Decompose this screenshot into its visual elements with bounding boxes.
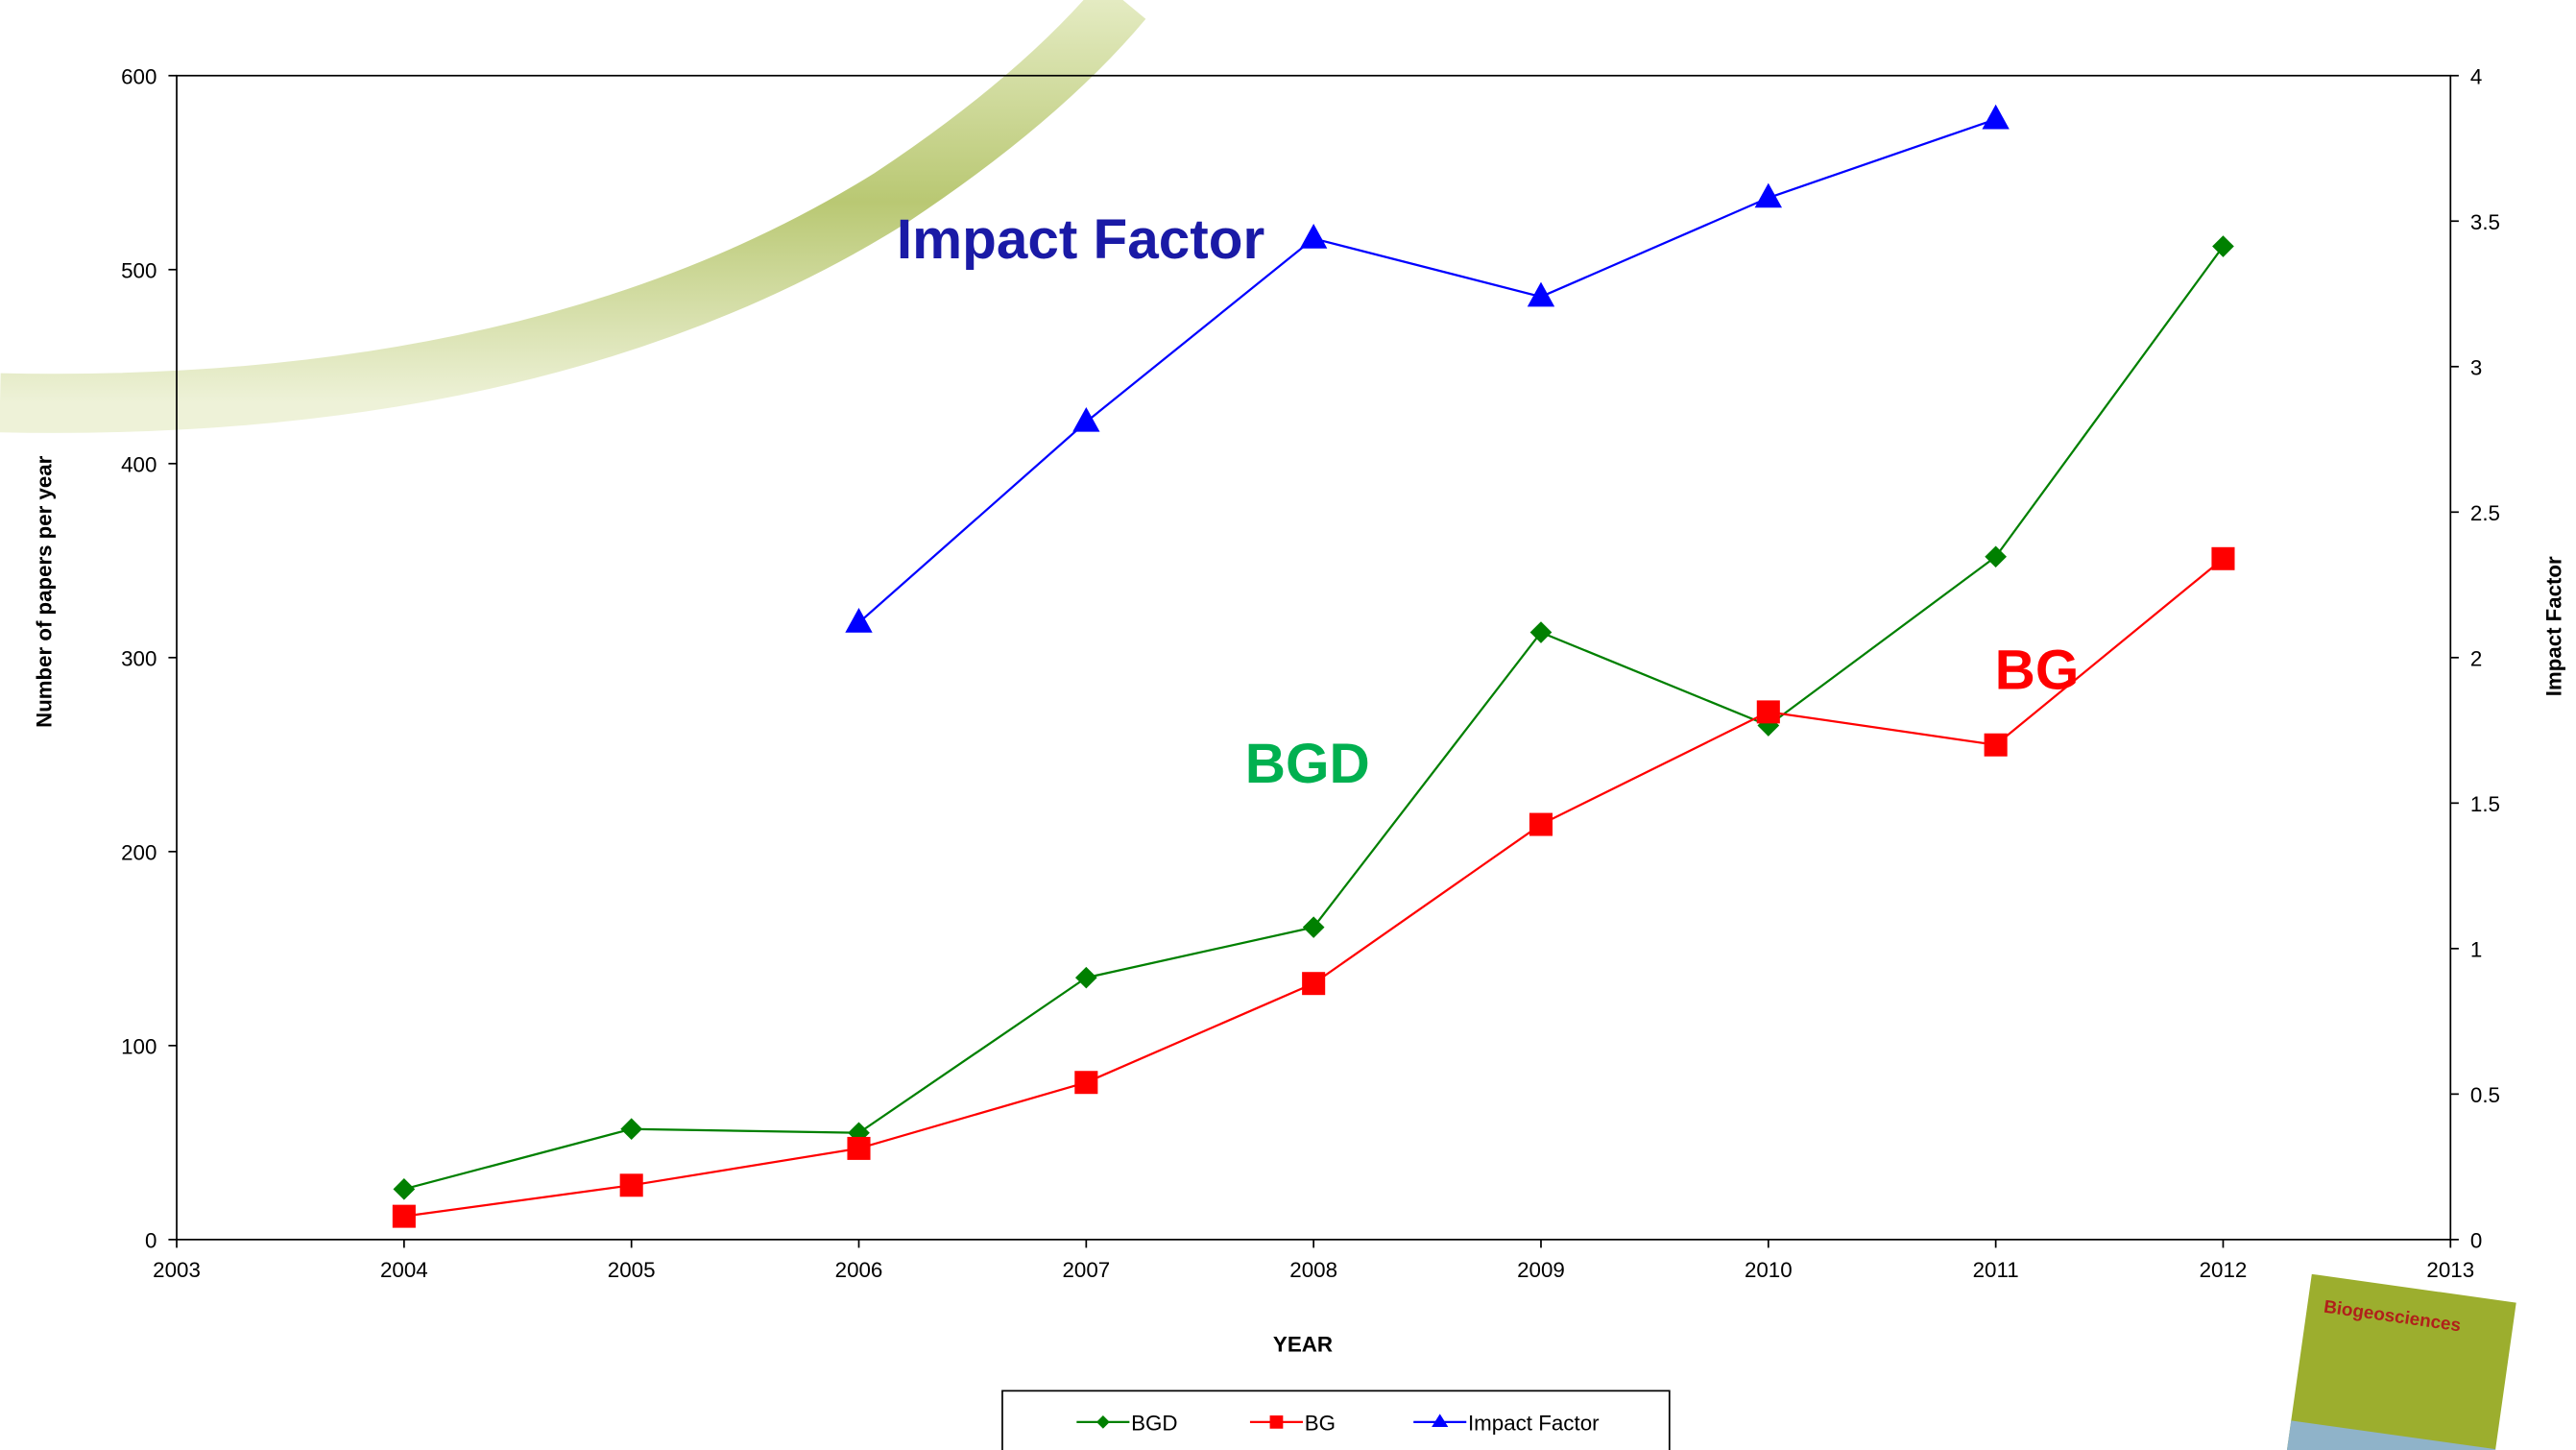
marker <box>1072 407 1099 432</box>
y2-tick-label: 1.5 <box>2470 792 2500 816</box>
legend-label: Impact Factor <box>1468 1412 1600 1436</box>
y-tick-label: 500 <box>121 258 156 282</box>
series-line <box>404 559 2224 1217</box>
x-tick-label: 2005 <box>608 1258 656 1282</box>
annotation: BG <box>1995 639 2080 701</box>
marker <box>1302 972 1325 995</box>
page: {"chart_data":{"type":"line", "x":[2004,… <box>0 0 2576 1450</box>
y2-tick-label: 1 <box>2470 937 2482 961</box>
x-tick-label: 2006 <box>835 1258 883 1282</box>
marker <box>845 608 872 633</box>
y-tick-label: 200 <box>121 840 156 864</box>
x-tick-label: 2008 <box>1289 1258 1337 1282</box>
y-tick-label: 0 <box>145 1228 156 1252</box>
y2-tick-label: 3.5 <box>2470 210 2500 234</box>
cover-bg <box>2282 1274 2516 1450</box>
y2-tick-label: 0 <box>2470 1228 2482 1252</box>
marker <box>1985 545 2007 568</box>
y-tick-label: 400 <box>121 452 156 476</box>
y-tick-label: 600 <box>121 64 156 88</box>
marker <box>847 1137 870 1160</box>
marker <box>1529 813 1553 836</box>
y2-tick-label: 2 <box>2470 646 2482 670</box>
x-tick-label: 2009 <box>1517 1258 1565 1282</box>
x-tick-label: 2012 <box>2200 1258 2248 1282</box>
marker <box>1300 224 1327 249</box>
marker <box>394 1178 416 1200</box>
legend-label: BG <box>1305 1412 1336 1436</box>
y2-tick-label: 3 <box>2470 355 2482 379</box>
decor-arc <box>0 0 1123 403</box>
marker <box>620 1173 643 1196</box>
marker <box>1985 734 2008 757</box>
legend-marker <box>1270 1415 1284 1429</box>
marker <box>1303 916 1325 938</box>
annotation: Impact Factor <box>897 208 1264 271</box>
marker <box>1757 700 1780 723</box>
x-tick-label: 2007 <box>1062 1258 1110 1282</box>
chart: YEAR Number of papers per year Impact Fa… <box>0 0 2576 1450</box>
y-tick-label: 100 <box>121 1034 156 1058</box>
marker <box>620 1118 642 1140</box>
y2-tick-label: 2.5 <box>2470 501 2500 525</box>
y-axis-label: Number of papers per year <box>32 455 56 727</box>
journal-cover: Biogeosciences <box>2282 1274 2516 1450</box>
marker <box>1982 105 2009 130</box>
x-tick-label: 2010 <box>1745 1258 1793 1282</box>
x-tick-label: 2004 <box>380 1258 428 1282</box>
series-line <box>404 247 2224 1190</box>
marker <box>1530 621 1553 643</box>
x-tick-label: 2003 <box>153 1258 201 1282</box>
marker <box>1075 967 1097 989</box>
series-line <box>859 119 1996 622</box>
y2-axis-label: Impact Factor <box>2541 556 2565 696</box>
y-tick-label: 300 <box>121 646 156 670</box>
marker <box>2211 547 2234 570</box>
x-tick-label: 2011 <box>1973 1258 2019 1282</box>
plot-frame <box>177 76 2450 1240</box>
marker <box>393 1205 416 1228</box>
marker <box>2212 235 2234 257</box>
legend-label: BGD <box>1131 1412 1177 1436</box>
y2-tick-label: 4 <box>2470 64 2482 88</box>
annotation: BGD <box>1245 733 1370 795</box>
x-axis-label: YEAR <box>1273 1332 1333 1356</box>
y2-tick-label: 0.5 <box>2470 1083 2500 1107</box>
marker <box>1074 1071 1097 1094</box>
x-tick-label: 2013 <box>2426 1258 2474 1282</box>
